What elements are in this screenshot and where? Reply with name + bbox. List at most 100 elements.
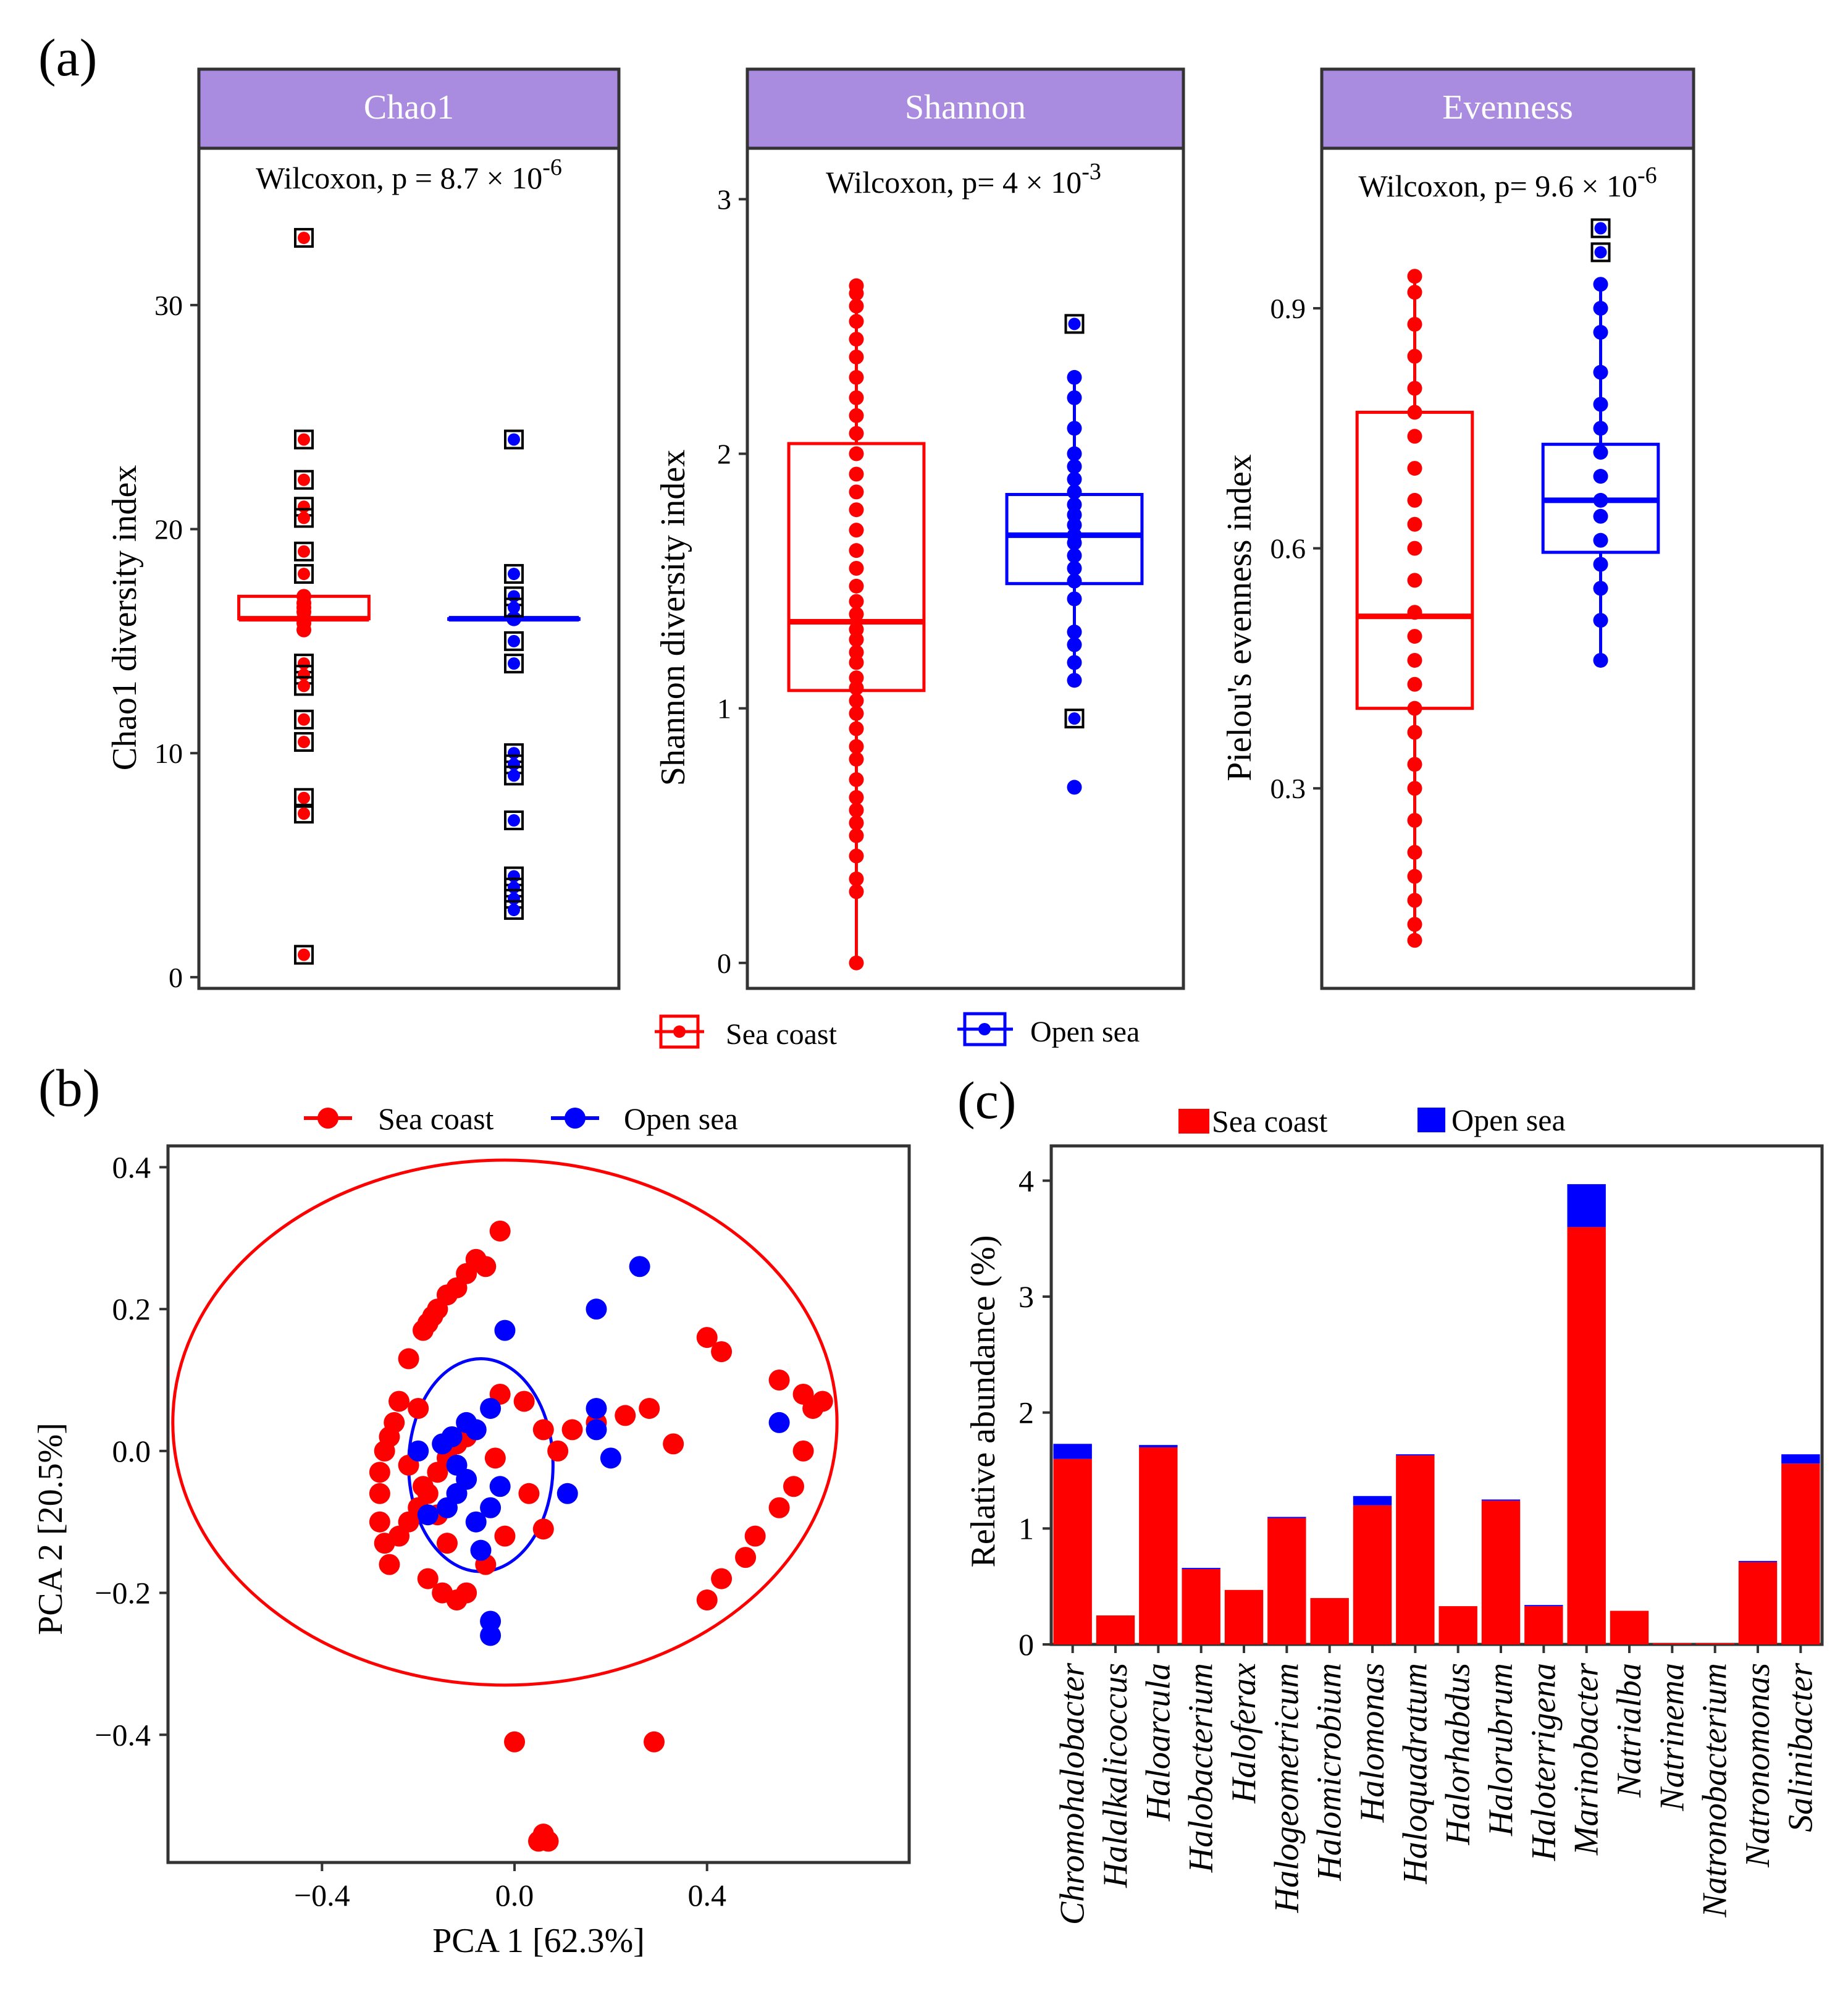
y-tick-label: 1 [1018, 1511, 1034, 1546]
scatter-point [489, 1476, 511, 1497]
data-point [849, 789, 864, 805]
y-tick-label: 0 [717, 948, 731, 979]
outlier-marker [294, 709, 314, 730]
data-point [1067, 369, 1082, 385]
data-point [1593, 364, 1608, 380]
wilcoxon-annotation: Wilcoxon, p = 8.7 × 10-6 [256, 154, 562, 195]
data-point [849, 848, 864, 864]
legend-a: Sea coast Open sea [655, 1012, 1140, 1051]
data-point [849, 680, 864, 696]
scatter-point [436, 1533, 458, 1554]
data-point [849, 408, 864, 423]
data-point [1067, 459, 1082, 474]
outlier-marker [294, 429, 314, 450]
data-point [1407, 869, 1422, 884]
bar-open-sea [1053, 1444, 1092, 1459]
scatter-point [586, 1419, 607, 1441]
y-tick-label: 4 [1018, 1163, 1034, 1198]
strip-title: Evenness [1442, 88, 1573, 127]
x-tick-label: Haloarcula [1139, 1663, 1177, 1822]
outlier-point [298, 736, 310, 749]
panel-frame [746, 146, 1185, 990]
scatter-point [792, 1440, 814, 1462]
data-point [1593, 445, 1608, 460]
panel-label-a: (a) [38, 28, 97, 87]
data-point [1593, 508, 1608, 524]
data-point [1407, 492, 1422, 508]
scatter-point [735, 1547, 757, 1568]
scatter-point [768, 1412, 790, 1433]
box-panel-chao1: Chao1 Wilcoxon, p = 8.7 × 10-6 0 10 20 30 Chao… [106, 67, 621, 993]
data-point [1593, 301, 1608, 316]
scatter-point [412, 1476, 434, 1497]
data-point [1407, 676, 1422, 692]
outlier-marker [1064, 314, 1085, 334]
bar-sea-coast [1096, 1615, 1135, 1644]
data-point [1407, 605, 1422, 620]
scatter-point [783, 1476, 804, 1497]
data-point [849, 390, 864, 405]
data-point [849, 446, 864, 461]
outlier-marker [294, 732, 314, 752]
outlier-point [298, 791, 310, 804]
outlier-point [298, 680, 310, 692]
outlier-point [298, 511, 310, 524]
wilcoxon-exponent: -3 [1082, 159, 1101, 185]
legend-c: Sea coast Open sea [1178, 1103, 1566, 1138]
scatter-point [379, 1554, 400, 1575]
outlier-marker [294, 564, 314, 584]
y-tick-label: 2 [717, 439, 731, 470]
x-tick-label: Haloterrigena [1524, 1663, 1563, 1861]
plot-frame [166, 1144, 911, 1864]
wilcoxon-text: Wilcoxon, p= 4 × 10 [826, 165, 1082, 200]
legend-b-open-sea-dot [565, 1108, 586, 1129]
scatter-point [768, 1370, 790, 1391]
outlier-point [298, 545, 310, 558]
data-point [1593, 613, 1608, 628]
outlier-point [298, 232, 310, 245]
strip-header [1320, 67, 1695, 150]
scatter-point [561, 1419, 583, 1441]
x-tick-label: Natrinema [1653, 1663, 1691, 1812]
outlier-point [508, 904, 520, 917]
data-point [849, 871, 864, 886]
outlier-marker [1590, 218, 1611, 238]
data-point [1407, 429, 1422, 444]
data-point [849, 523, 864, 538]
outlier-marker [504, 564, 524, 584]
scatter-point [518, 1483, 540, 1504]
y-axis-label: Shannon diversity index [654, 450, 692, 786]
bar-open-sea [1567, 1184, 1606, 1227]
data-point [1067, 528, 1082, 543]
data-point [849, 594, 864, 609]
scatter-point [513, 1391, 535, 1412]
pca-scatter: −0.4 0.0 0.4 −0.4 −0.2 0.0 0.2 0.4 PCA 1 [62.3%]… [32, 1144, 911, 1960]
group-open-sea [447, 429, 581, 920]
data-point [1067, 673, 1082, 688]
data-point [849, 314, 864, 329]
data-point [1067, 561, 1082, 576]
x-tick-label: Halalkalicoccus [1096, 1663, 1135, 1888]
data-point [1067, 507, 1082, 523]
bar-open-sea [1481, 1499, 1521, 1501]
legend-a-sea-coast-label: Sea coast [726, 1018, 838, 1051]
scatter-point [711, 1568, 733, 1589]
data-point [1593, 557, 1608, 572]
bar-sea-coast [1182, 1569, 1220, 1644]
group-open-sea [1541, 218, 1660, 668]
outlier-marker [294, 469, 314, 490]
scatter-point [408, 1397, 429, 1419]
group-sea-coast [1355, 269, 1474, 948]
scatter-point [532, 1518, 554, 1540]
bar-sea-coast [1610, 1610, 1649, 1644]
data-point [849, 621, 864, 637]
outlier-point [508, 747, 520, 760]
y-tick-label: 10 [154, 738, 183, 769]
legend-c-sea-coast-label: Sea coast [1212, 1104, 1328, 1138]
series-sea-coast [369, 1220, 833, 1852]
x-tick-label: Natronobacterium [1696, 1663, 1734, 1918]
x-tick-label: Marinobacter [1568, 1663, 1606, 1856]
y-tick-label: 0.0 [112, 1434, 151, 1468]
relative-abundance-bars: 0 1 2 3 4 Relative abundance (%) Chromohalobac… [964, 1144, 1824, 1925]
